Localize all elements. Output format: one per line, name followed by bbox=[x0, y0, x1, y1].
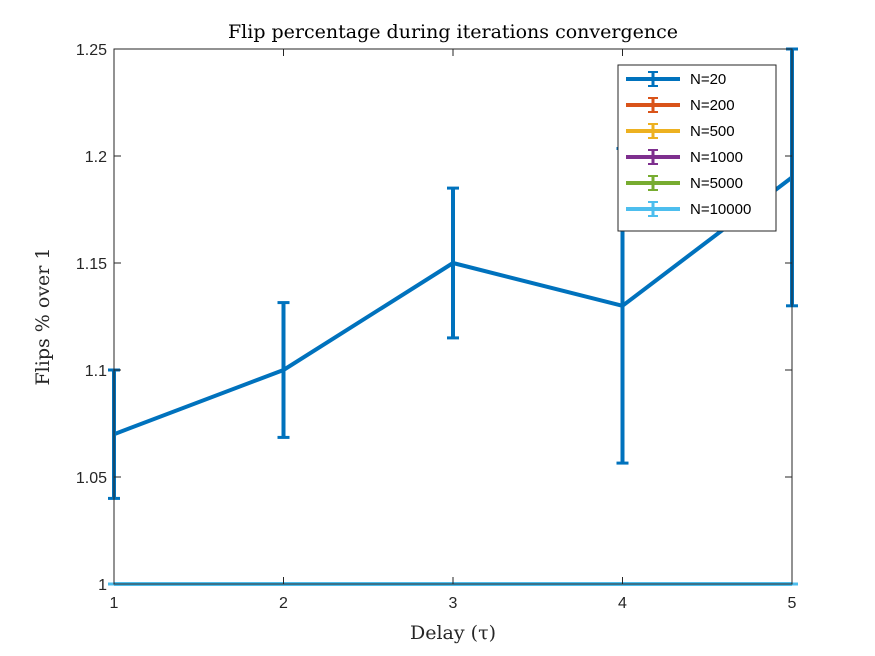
y-tick-label: 1.1 bbox=[85, 363, 107, 380]
legend: N=20 N=200 N=500 N=1000 N=5000 N=10000 bbox=[617, 64, 777, 232]
legend-label: N=1000 bbox=[690, 149, 743, 166]
chart-title: Flip percentage during iterations conver… bbox=[228, 21, 678, 43]
legend-label: N=200 bbox=[690, 97, 735, 114]
error-bar bbox=[447, 186, 459, 340]
ticks-layer: 1 2 3 4 5 1 1.05 1.1 1.15 1.2 1.25 bbox=[76, 42, 797, 612]
y-tick-label: 1.05 bbox=[76, 470, 107, 487]
legend-label: N=500 bbox=[690, 123, 735, 140]
legend-entry: N=200 bbox=[626, 97, 735, 114]
legend-entry: N=10000 bbox=[626, 201, 751, 218]
x-tick-label: 3 bbox=[449, 595, 458, 612]
y-tick-label: 1.15 bbox=[76, 256, 107, 273]
error-bar bbox=[277, 301, 290, 439]
legend-entry: N=1000 bbox=[626, 149, 743, 166]
y-axis-label: Flips % over 1 bbox=[32, 247, 54, 385]
y-tick-label: 1.25 bbox=[76, 42, 107, 59]
series-n-20 bbox=[108, 47, 798, 500]
legend-entry: N=500 bbox=[626, 123, 735, 140]
legend-label: N=20 bbox=[690, 71, 726, 88]
x-tick-label: 5 bbox=[788, 595, 797, 612]
x-tick-label: 4 bbox=[618, 595, 627, 612]
y-tick-label: 1.2 bbox=[85, 149, 107, 166]
legend-entry: N=20 bbox=[626, 71, 726, 88]
y-tick-label: 1 bbox=[98, 577, 107, 594]
x-axis-label: Delay (τ) bbox=[410, 622, 496, 644]
legend-box bbox=[617, 64, 777, 232]
legend-label: N=10000 bbox=[690, 201, 751, 218]
legend-entry: N=5000 bbox=[626, 175, 743, 192]
x-tick-label: 2 bbox=[279, 595, 288, 612]
legend-label: N=5000 bbox=[690, 175, 743, 192]
x-tick-label: 1 bbox=[110, 595, 119, 612]
